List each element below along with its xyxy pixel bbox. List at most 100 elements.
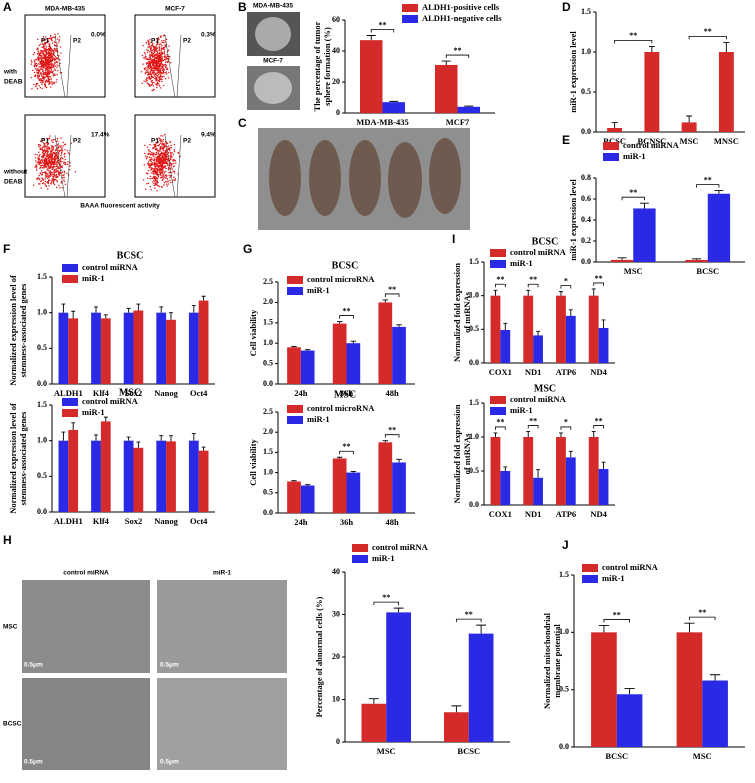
legend-swatch — [62, 409, 78, 417]
y-tick-label: 0.0 — [263, 508, 273, 517]
legend-label: ALDH1-positive cells — [422, 2, 500, 12]
significance-bracket — [339, 450, 354, 455]
legend-swatch — [62, 398, 78, 406]
legend-label: control microRNA — [307, 274, 375, 284]
y-tick-label: 1.0 — [37, 307, 47, 316]
column-label: MDA-MB-435 — [45, 6, 85, 13]
error-bar — [476, 624, 487, 634]
error-bar — [624, 688, 635, 695]
significance-label: ** — [382, 593, 390, 602]
legend-swatch — [603, 142, 619, 150]
bar — [361, 703, 387, 742]
error-bar — [493, 289, 498, 296]
legend-label: miR-1 — [307, 285, 330, 295]
bar — [702, 680, 728, 747]
error-bar — [591, 431, 596, 437]
bar — [156, 440, 167, 512]
bar — [718, 52, 734, 132]
column-label: miR-1 — [213, 570, 231, 577]
bar — [598, 468, 609, 505]
y-tick-label: 20 — [332, 77, 340, 86]
legend-swatch — [603, 153, 619, 161]
chart-title: MSC — [534, 383, 556, 394]
bar — [123, 440, 134, 512]
row-label: DEAB — [4, 79, 23, 86]
y-tick-label: 0.2 — [581, 236, 591, 245]
bar — [707, 193, 731, 262]
panel-letter: A — [3, 0, 12, 14]
y-tick-label: 1.0 — [263, 467, 273, 476]
y-tick-label: 0.5 — [263, 358, 273, 367]
significance-bracket — [696, 184, 720, 188]
bar — [392, 326, 406, 384]
error-bar — [191, 433, 196, 441]
image-label: MCF-7 — [263, 58, 283, 65]
y-tick-label: 40 — [332, 567, 340, 576]
significance-label: ** — [595, 274, 603, 283]
significance-bracket — [370, 29, 395, 33]
legend-label: control miRNA — [510, 247, 567, 257]
significance-label: * — [564, 276, 568, 285]
y-tick-label: 2.0 — [263, 427, 273, 436]
x-tick-label: ALDH1 — [54, 388, 83, 398]
x-tick-label: 48h — [386, 388, 400, 398]
x-tick-label: BCSC — [696, 266, 719, 276]
bar — [300, 485, 315, 513]
significance-label: ** — [496, 418, 504, 427]
y-tick-label: 60 — [332, 15, 340, 24]
scale-label: 0.5μm — [24, 759, 43, 766]
significance-label: * — [564, 418, 568, 427]
panel-letter: C — [238, 116, 247, 130]
error-bar — [558, 432, 563, 437]
y-tick-label: 2.5 — [263, 277, 273, 286]
x-tick-label: Sox2 — [125, 516, 142, 526]
bar — [633, 208, 656, 262]
row-label: DEAB — [4, 179, 23, 186]
error-bar — [366, 35, 376, 41]
bar — [346, 472, 361, 513]
bar — [287, 347, 301, 384]
error-bar — [536, 330, 541, 336]
legend-swatch — [62, 264, 78, 272]
y-tick-label: 0.5 — [581, 87, 591, 96]
error-bar — [692, 258, 702, 260]
error-bar — [493, 432, 498, 437]
error-bar — [598, 625, 610, 633]
error-bar — [291, 480, 297, 482]
y-tick-label: 1.0 — [469, 432, 479, 441]
x-tick-label: ATP6 — [556, 509, 577, 519]
bar — [188, 312, 199, 384]
error-bar — [441, 60, 451, 65]
gate-percent: 0.3% — [201, 32, 216, 39]
y-axis-label: miR-1 expression level — [568, 31, 578, 113]
gate-line — [66, 134, 72, 198]
gate-label: P1 — [41, 38, 49, 45]
error-bar — [201, 295, 206, 301]
bar — [457, 106, 480, 113]
legend-label: control miRNA — [510, 394, 567, 404]
y-axis-label: stemness-associated genes — [18, 283, 28, 377]
x-tick-label: Nanog — [154, 388, 178, 398]
bar — [644, 52, 660, 132]
flow-dots — [30, 33, 63, 90]
bar — [681, 122, 697, 132]
significance-label: ** — [388, 426, 396, 435]
x-tick-label: ND4 — [590, 367, 607, 377]
flow-dots — [140, 34, 172, 92]
column-label: MCF-7 — [165, 6, 185, 13]
significance-label: ** — [595, 416, 603, 425]
row-label: without — [3, 169, 28, 176]
error-bar — [291, 346, 297, 348]
x-tick-label: MSC — [377, 746, 396, 756]
y-tick-label: 1.5 — [581, 7, 591, 16]
error-bar — [601, 319, 606, 328]
error-bar — [648, 45, 655, 52]
error-bar — [558, 291, 563, 296]
bar — [166, 441, 176, 512]
chart-title: MSC — [119, 387, 141, 398]
flow-plot — [134, 14, 216, 98]
error-bar — [61, 431, 66, 441]
bar — [382, 102, 405, 113]
legend-label: miR-1 — [623, 151, 646, 161]
